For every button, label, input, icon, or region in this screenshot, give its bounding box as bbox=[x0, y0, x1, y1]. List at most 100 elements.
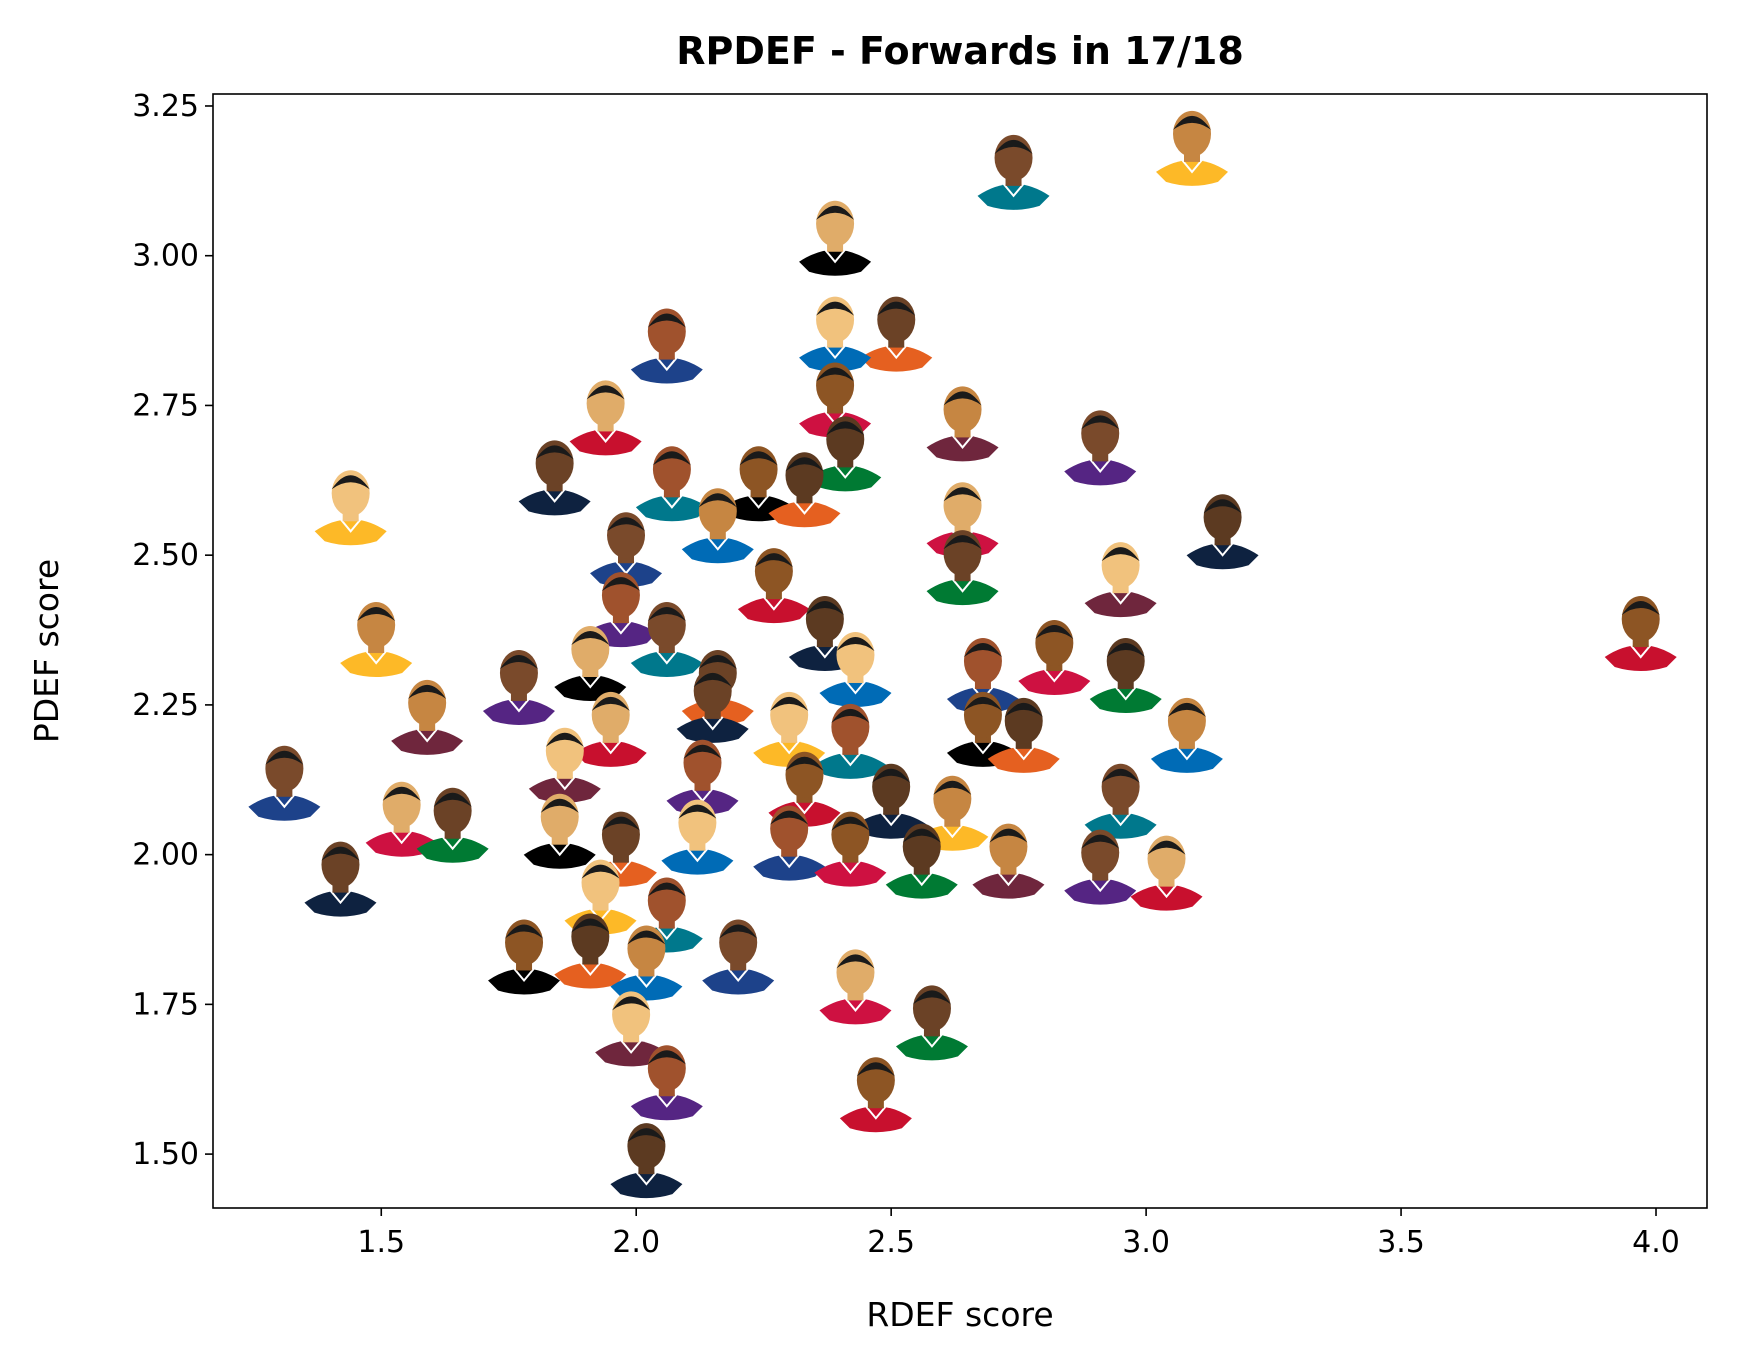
player-point bbox=[630, 1045, 703, 1121]
player-collar bbox=[1155, 883, 1178, 899]
player-point bbox=[819, 631, 892, 707]
player-point bbox=[839, 1057, 912, 1133]
player-point bbox=[895, 985, 968, 1061]
player-collar bbox=[839, 860, 862, 875]
player-point bbox=[314, 470, 387, 546]
player-collar bbox=[339, 518, 362, 533]
player-point bbox=[574, 691, 647, 767]
player-collar bbox=[1109, 590, 1132, 605]
player-point bbox=[819, 949, 892, 1025]
player-hair bbox=[754, 553, 793, 568]
player-collar bbox=[997, 871, 1020, 887]
player-collar bbox=[635, 1171, 658, 1186]
player-collar bbox=[1043, 668, 1066, 683]
player-hair bbox=[943, 535, 982, 550]
x-tick-label: 4.0 bbox=[1632, 1225, 1680, 1260]
player-point bbox=[1018, 620, 1091, 695]
player-collar bbox=[610, 620, 632, 635]
player-point bbox=[855, 763, 928, 839]
player-hair bbox=[265, 750, 304, 765]
player-hair bbox=[1147, 840, 1186, 855]
player-hair bbox=[1167, 702, 1206, 717]
player-collar bbox=[763, 596, 785, 611]
player-point bbox=[799, 200, 872, 276]
player-collar bbox=[839, 752, 862, 767]
x-tick-label: 1.5 bbox=[357, 1225, 405, 1260]
player-collar bbox=[656, 1093, 678, 1108]
player-collar bbox=[941, 824, 964, 839]
player-collar bbox=[747, 494, 770, 509]
plot-frame bbox=[212, 93, 1708, 1209]
player-collar bbox=[508, 698, 530, 713]
player-hair bbox=[963, 696, 1002, 711]
player-hair bbox=[770, 696, 809, 711]
player-hair bbox=[698, 493, 737, 508]
player-hair bbox=[943, 391, 982, 406]
player-collar bbox=[844, 997, 867, 1012]
player-hair bbox=[627, 930, 666, 945]
player-collar bbox=[686, 848, 709, 863]
player-collar bbox=[1012, 746, 1035, 761]
player-collar bbox=[635, 973, 658, 989]
player-point bbox=[753, 805, 826, 881]
player-point bbox=[768, 452, 841, 528]
player-hair bbox=[816, 367, 855, 382]
player-point bbox=[1089, 637, 1162, 713]
player-hair bbox=[331, 475, 370, 490]
player-hair bbox=[678, 804, 717, 819]
player-collar bbox=[1629, 644, 1652, 659]
player-point bbox=[523, 793, 596, 869]
player-point bbox=[635, 446, 708, 522]
player-hair bbox=[581, 864, 620, 879]
player-hair bbox=[535, 445, 574, 460]
player-hair bbox=[1101, 768, 1140, 783]
player-point bbox=[595, 991, 668, 1067]
player-collar bbox=[1176, 746, 1198, 761]
player-collar bbox=[778, 854, 800, 869]
player-collar bbox=[1089, 877, 1111, 893]
x-tick-label: 2.0 bbox=[612, 1225, 660, 1260]
player-hair bbox=[943, 487, 982, 502]
player-collar bbox=[656, 650, 678, 665]
player-hair bbox=[826, 421, 865, 436]
player-hair bbox=[601, 816, 640, 831]
player-hair bbox=[872, 768, 911, 783]
player-hair bbox=[540, 798, 579, 813]
player-collar bbox=[824, 249, 846, 264]
player-collar bbox=[1109, 812, 1132, 827]
player-collar bbox=[579, 961, 602, 977]
player-hair bbox=[357, 607, 396, 622]
player-hair bbox=[1081, 834, 1120, 849]
player-collar bbox=[661, 494, 683, 509]
player-hair bbox=[1035, 625, 1074, 639]
player-point bbox=[1064, 410, 1137, 486]
player-point bbox=[661, 799, 734, 875]
player-hair bbox=[816, 205, 855, 220]
player-collar bbox=[365, 650, 387, 665]
y-tick-label: 3.00 bbox=[132, 239, 199, 274]
player-collar bbox=[1089, 458, 1111, 473]
y-tick-label: 3.25 bbox=[132, 89, 199, 124]
player-point bbox=[977, 134, 1050, 210]
player-hair bbox=[505, 924, 544, 939]
y-tick-label: 1.75 bbox=[132, 987, 199, 1022]
player-collar bbox=[390, 830, 413, 845]
player-collar bbox=[824, 344, 846, 360]
player-hair bbox=[1101, 547, 1140, 562]
player-point bbox=[569, 380, 642, 456]
player-hair bbox=[1106, 642, 1145, 657]
player-hair bbox=[433, 792, 472, 807]
player-collar bbox=[594, 428, 617, 443]
player-hair bbox=[877, 301, 916, 316]
player-hair bbox=[719, 924, 758, 939]
player-point bbox=[814, 703, 887, 779]
player-hair bbox=[321, 846, 360, 861]
player-collar bbox=[599, 740, 622, 755]
player-point bbox=[482, 649, 555, 725]
player-collar bbox=[793, 800, 816, 815]
player-point bbox=[1064, 829, 1137, 905]
player-collar bbox=[880, 812, 902, 827]
player-hair bbox=[989, 828, 1028, 843]
player-collar bbox=[579, 674, 602, 689]
player-point bbox=[518, 440, 591, 516]
